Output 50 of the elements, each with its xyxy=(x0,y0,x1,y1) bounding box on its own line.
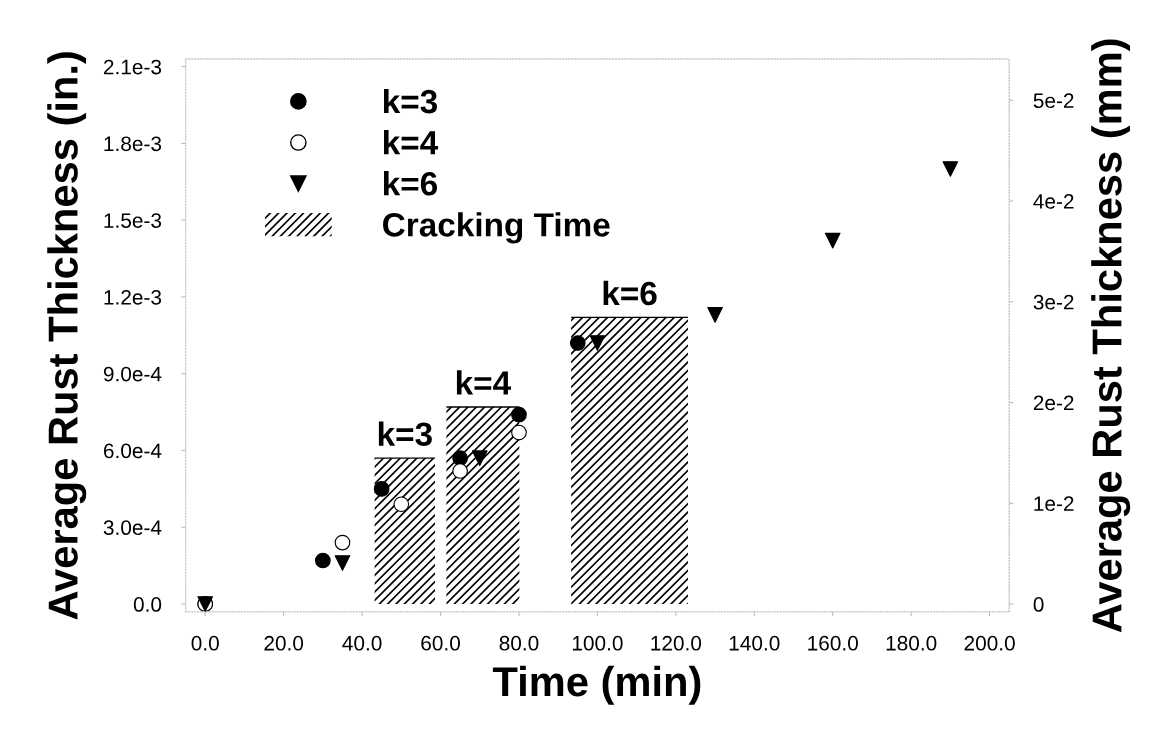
x-tick-label: 20.0 xyxy=(264,635,304,651)
x-tick-label: 120.0 xyxy=(651,635,702,651)
point xyxy=(471,450,488,467)
y-tick-label: 6.0e-4 xyxy=(103,443,162,459)
annotation: k=3 xyxy=(378,421,432,447)
y-tick-label: 2.1e-3 xyxy=(103,59,162,75)
y-tick-label: 0.0 xyxy=(133,597,162,612)
y-tick-label: 1.8e-3 xyxy=(104,136,162,152)
legend-label: Cracking Time xyxy=(383,212,610,244)
x-tick-label: 0.0 xyxy=(191,635,219,651)
point xyxy=(589,335,606,351)
y-tick-label: 1.2e-3 xyxy=(104,289,162,305)
point xyxy=(511,406,527,423)
legend-label: k=4 xyxy=(384,130,439,155)
y2-tick-label: 1e-2 xyxy=(1034,496,1074,512)
legend-label: k=6 xyxy=(384,171,438,196)
point xyxy=(569,335,586,351)
y-tick-label: 1.5e-3 xyxy=(104,213,162,228)
x-tick-label: 140.0 xyxy=(729,635,780,651)
point xyxy=(452,463,468,479)
legend-label: k=3 xyxy=(384,88,438,114)
y2-tick-label: 4e-2 xyxy=(1033,194,1074,209)
y2-tick-label: 0 xyxy=(1033,597,1044,612)
point xyxy=(334,534,351,551)
point xyxy=(707,307,723,323)
y-tick-label: 3.0e-4 xyxy=(103,520,162,536)
annotation: k=4 xyxy=(456,370,511,395)
point xyxy=(315,552,331,569)
x-tick-label: 160.0 xyxy=(808,635,858,651)
point xyxy=(373,481,390,497)
x-tick-label: 180.0 xyxy=(886,635,937,651)
point xyxy=(824,232,841,249)
y2-tick-label: 2e-2 xyxy=(1033,395,1074,411)
y2-axis-title: Average Rust Thickness (mm) xyxy=(1091,39,1131,633)
point xyxy=(393,496,410,513)
point xyxy=(942,161,959,177)
point xyxy=(334,555,351,571)
y2-tick-label: 3e-2 xyxy=(1033,294,1074,310)
x-tick-label: 200.0 xyxy=(964,635,1015,651)
y-axis-title: Average Rust Thickness (in.) xyxy=(47,52,87,620)
x-axis-title: Time (min) xyxy=(492,665,701,705)
x-tick-label: 40.0 xyxy=(342,635,382,651)
annotation: k=6 xyxy=(603,280,657,306)
bar xyxy=(446,406,520,605)
x-tick-label: 80.0 xyxy=(499,635,539,651)
point xyxy=(511,424,527,441)
x-tick-label: 100.0 xyxy=(572,635,623,651)
y2-tick-label: 5e-2 xyxy=(1033,93,1074,109)
y-tick-label: 9.0e-4 xyxy=(103,366,162,382)
x-tick-label: 60.0 xyxy=(421,635,460,651)
